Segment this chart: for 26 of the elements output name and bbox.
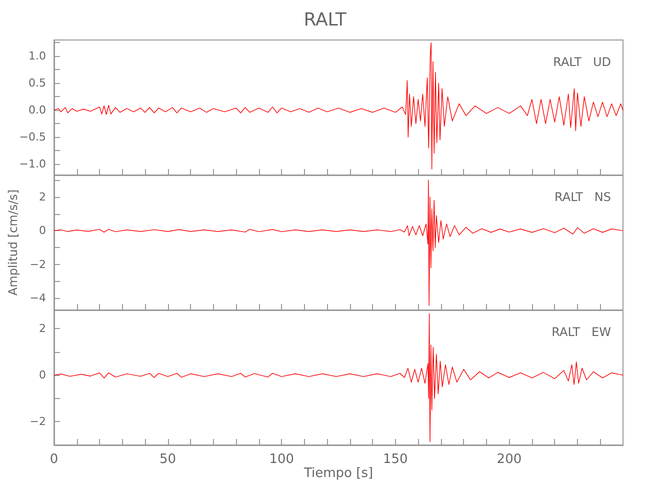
y-tick-label: 1.0 xyxy=(28,50,46,63)
y-axis-title: Amplitud [cm/s/s] xyxy=(6,189,20,296)
x-tick-label: 50 xyxy=(160,452,176,467)
y-tick-label: −0.5 xyxy=(19,130,46,144)
y-tick-label: −1.0 xyxy=(19,158,46,171)
y-tick-label: 0.5 xyxy=(28,76,46,90)
line-series xyxy=(54,313,624,442)
y-tick-label: 2 xyxy=(39,190,46,204)
y-tick-label: −2 xyxy=(30,258,46,271)
annotation: RALT UD xyxy=(553,55,611,69)
line-series xyxy=(54,42,624,170)
x-tick-label: 0 xyxy=(50,452,58,467)
annotation: RALT EW xyxy=(552,325,612,339)
x-tick-label: 200 xyxy=(496,452,522,467)
y-tick-label: −4 xyxy=(30,292,46,305)
y-tick-label: 0 xyxy=(39,368,46,382)
y-tick-label: −2 xyxy=(30,415,46,428)
chart-title: RALT xyxy=(304,10,348,30)
line-series xyxy=(54,180,624,306)
y-tick-label: 0.0 xyxy=(28,104,46,117)
y-tick-label: 0 xyxy=(39,224,46,238)
x-axis-title: Tiempo [s] xyxy=(302,466,374,481)
annotation: RALT NS xyxy=(554,190,612,204)
y-tick-label: 2 xyxy=(39,322,46,336)
x-tick-label: 100 xyxy=(269,452,294,467)
x-tick-label: 150 xyxy=(382,452,408,467)
